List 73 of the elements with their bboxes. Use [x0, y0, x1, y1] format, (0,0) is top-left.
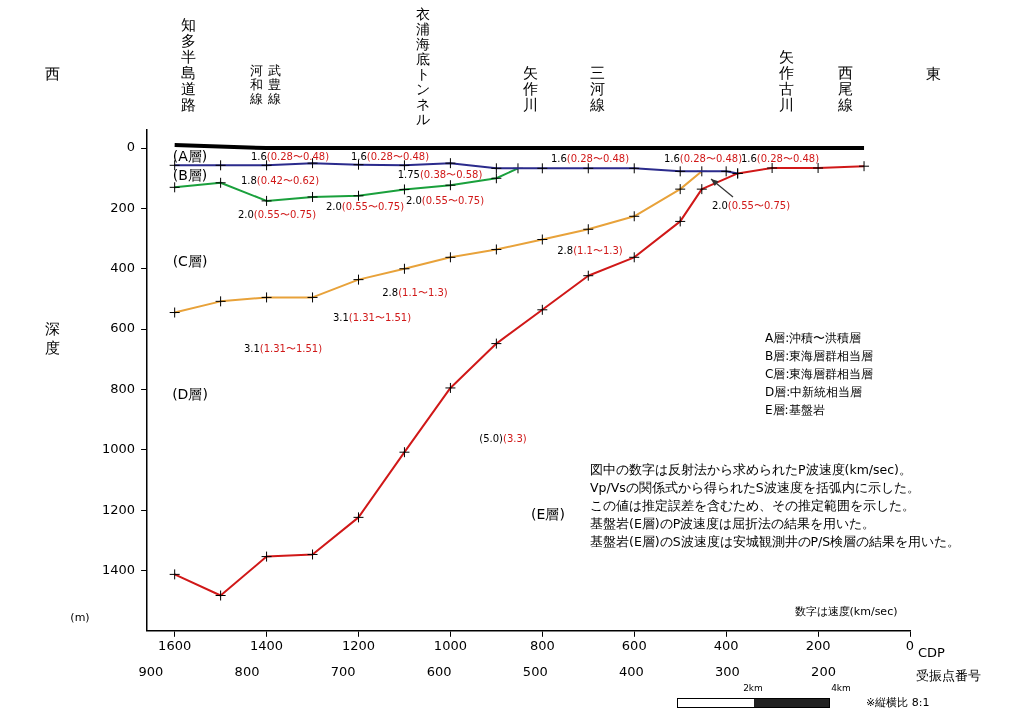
- text: 西: [44, 64, 60, 83]
- annotation: 2.8(1.1〜1.3): [557, 244, 623, 256]
- annotation: Vp/Vsの関係式から得られたS波速度を括弧内に示した。: [590, 480, 920, 496]
- annotation: C層:東海層群相当層: [765, 367, 874, 382]
- y-tick-label: 1000: [101, 441, 136, 457]
- text: 矢作古川: [777, 47, 794, 114]
- x-tick-label: 600: [621, 637, 647, 653]
- annotation: 2.0(0.55〜0.75): [237, 208, 317, 220]
- annotation: E層:基盤岩: [765, 403, 825, 418]
- x-tick-label: 1600: [158, 637, 192, 653]
- x-tick-label: 1000: [433, 637, 467, 653]
- annotation: (5.0)(3.3): [479, 432, 527, 444]
- text: 武豊線: [266, 63, 281, 107]
- annotation: 3.1(1.31〜1.51): [332, 311, 412, 323]
- annotation: A層:沖積〜洪積層: [765, 331, 862, 346]
- text: 知多半島道路: [180, 15, 196, 114]
- annotation: (D層): [172, 385, 208, 402]
- x2-tick-label: 900: [138, 663, 164, 679]
- annotation: 1.6(0.28〜0.48): [250, 150, 330, 162]
- text: 2km: [743, 683, 763, 694]
- annotation: この値は推定誤差を含むため、その推定範囲を示した。: [590, 498, 915, 514]
- text: ※縦横比 8:1: [866, 695, 930, 709]
- text: 三河線: [588, 63, 605, 114]
- x2-tick-label: 800: [234, 663, 260, 679]
- annotation: (C層): [172, 252, 208, 269]
- text: 衣浦海底トンネル: [416, 5, 430, 127]
- y-tick-label: 600: [110, 320, 136, 336]
- text: 東: [925, 64, 941, 83]
- y-axis-title: 深度: [44, 319, 60, 357]
- x-tick-label: 800: [529, 637, 555, 653]
- annotation: 基盤岩(E層)のS波速度は安城観測井のP/S検層の結果を用いた。: [590, 534, 961, 550]
- annotation: 1.8(0.42〜0.62): [240, 174, 320, 186]
- annotation: 1.75(0.38〜0.58): [397, 168, 483, 180]
- annotation: 2.0(0.55〜0.75): [405, 194, 485, 206]
- annotation: 3.1(1.31〜1.51): [243, 342, 323, 354]
- x2-tick-label: 600: [426, 663, 452, 679]
- y-tick-label: 1200: [101, 501, 136, 517]
- x2-tick-label: 400: [618, 663, 644, 679]
- annotation: 1.6(0.28〜0.48): [350, 150, 430, 162]
- annotation: (A層): [172, 147, 208, 164]
- y-tick-label: 200: [110, 199, 136, 215]
- text: (m): [70, 610, 90, 624]
- x-tick-label: 200: [805, 637, 831, 653]
- annotation: 2.8(1.1〜1.3): [382, 286, 448, 298]
- annotation: D層:中新統相当層: [765, 385, 863, 400]
- text: 西尾線: [836, 63, 853, 114]
- annotation: 基盤岩(E層)のP波速度は屈折法の結果を用いた。: [590, 516, 876, 532]
- annotation: B層:東海層群相当層: [765, 349, 874, 364]
- annotation: 2.0(0.55〜0.75): [325, 200, 405, 212]
- text: 矢作川: [521, 63, 538, 114]
- y-tick-label: 800: [110, 380, 136, 396]
- x-tick-label: 1400: [250, 637, 284, 653]
- x-tick-label: 1200: [341, 637, 376, 653]
- annotation: 1.6(0.28〜0.48): [550, 152, 630, 164]
- x-axis-title: CDP: [918, 645, 946, 661]
- text: 河和線: [248, 63, 263, 107]
- annotation: 2.0(0.55〜0.75): [711, 199, 791, 211]
- x2-tick-label: 300: [715, 663, 740, 679]
- annotation: 1.6(0.28〜0.48): [663, 152, 743, 164]
- x-tick-label: 0: [905, 637, 915, 653]
- y-tick-label: 0: [126, 139, 136, 155]
- y-tick-label: 400: [110, 260, 136, 276]
- x2-axis-title: 受振点番号: [916, 668, 981, 684]
- text: 4km: [831, 683, 851, 694]
- annotation: (B層): [172, 166, 208, 183]
- x2-tick-label: 700: [330, 663, 356, 679]
- x2-tick-label: 500: [522, 663, 548, 679]
- annotation: 図中の数字は反射法から求められたP波速度(km/sec)。: [590, 462, 912, 478]
- x2-tick-label: 200: [811, 663, 836, 679]
- annotation: 数字は速度(km/sec): [794, 604, 898, 618]
- y-tick-label: 1400: [101, 561, 136, 577]
- x-tick-label: 400: [713, 637, 739, 653]
- annotation: (E層): [531, 505, 565, 522]
